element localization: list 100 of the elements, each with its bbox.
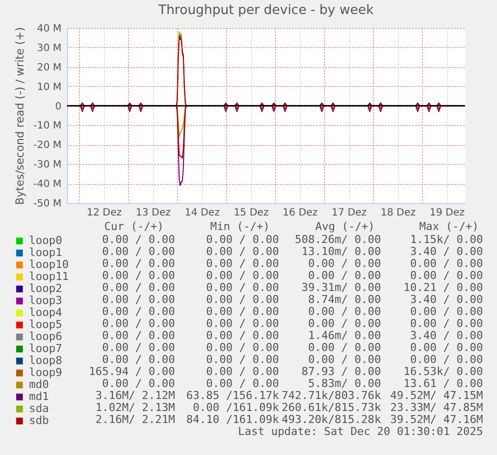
text: 39.31m/ 0.00 xyxy=(302,281,381,294)
chart-title: Throughput per device - by week xyxy=(157,3,374,18)
text: 2.16M/ 2.21M xyxy=(96,413,176,426)
x-tick-label: 19 Dez xyxy=(430,208,465,218)
text: 49.52M/ 47.15M xyxy=(390,389,484,402)
text: 16.53k/ 0.00 xyxy=(404,365,483,378)
text: 165.94 / 0.00 xyxy=(88,365,175,378)
text: 0.00 / 0.00 xyxy=(410,257,483,270)
legend-label: sda xyxy=(29,402,49,415)
text: 0.00 / 0.00 xyxy=(308,317,381,330)
text: 63.85 /156.17k xyxy=(186,389,280,402)
y-tick-label: 10 M xyxy=(36,82,62,93)
text: 0.00 / 0.00 xyxy=(206,281,279,294)
legend-label: loop10 xyxy=(29,258,69,271)
text: 87.93 / 0.00 xyxy=(302,365,381,378)
text: 0.00 / 0.00 xyxy=(102,377,175,390)
text: 1.46m/ 0.00 xyxy=(308,329,381,342)
y-tick-label: -40 M xyxy=(33,179,62,190)
text: 39.52M/ 47.16M xyxy=(390,413,484,426)
y-tick-label: -50 M xyxy=(33,198,62,210)
y-tick-label: 40 M xyxy=(36,24,62,34)
text: 0.00 / 0.00 xyxy=(102,281,175,294)
legend-label: loop5 xyxy=(29,318,62,331)
text: 5.83m/ 0.00 xyxy=(308,377,381,390)
text: 13.61 / 0.00 xyxy=(404,377,483,390)
x-tick-label: 12 Dez xyxy=(86,208,122,218)
y-tick-label: 0 xyxy=(55,101,62,112)
legend-label: md0 xyxy=(29,378,49,391)
text: 84.10 /161.09k xyxy=(186,413,280,426)
text: 0.00 / 0.00 xyxy=(206,353,279,366)
text: 1.15k/ 0.00 xyxy=(410,233,483,246)
text: 0.00 / 0.00 xyxy=(308,269,381,282)
text: 3.40 / 0.00 xyxy=(410,329,483,342)
text: 0.00 / 0.00 xyxy=(308,305,381,318)
text: 0.00 / 0.00 xyxy=(206,341,279,354)
text: 0.00 / 0.00 xyxy=(410,353,483,366)
text: 0.00 / 0.00 xyxy=(206,329,279,342)
text: 10.21 / 0.00 xyxy=(404,281,483,294)
legend-label: loop8 xyxy=(29,354,62,367)
text: 0.00 / 0.00 xyxy=(206,233,279,246)
text: 0.00 / 0.00 xyxy=(206,305,279,318)
text: 0.00 / 0.00 xyxy=(206,257,279,270)
legend-label: loop2 xyxy=(29,282,62,295)
x-tick-label: 17 Dez xyxy=(332,208,367,218)
text: 3.40 / 0.00 xyxy=(410,245,483,258)
legend-label: md1 xyxy=(29,390,49,403)
text: 0.00 / 0.00 xyxy=(410,317,483,330)
text: 0.00 / 0.00 xyxy=(410,269,483,282)
text: 742.71k/803.76k xyxy=(282,389,382,402)
legend-label: loop9 xyxy=(29,366,62,379)
text: 0.00 / 0.00 xyxy=(102,245,175,258)
text: 0.00 / 0.00 xyxy=(206,269,279,282)
text: 23.33M/ 47.85M xyxy=(390,401,484,414)
text: 0.00 / 0.00 xyxy=(102,257,175,270)
legend-label: loop1 xyxy=(29,246,62,259)
text: 0.00 / 0.00 xyxy=(102,305,175,318)
x-tick-label: 15 Dez xyxy=(234,208,269,218)
text: 0.00 / 0.00 xyxy=(102,353,175,366)
text: 13.10m/ 0.00 xyxy=(302,245,381,258)
text: 8.74m/ 0.00 xyxy=(308,293,381,306)
text: 0.00 / 0.00 xyxy=(102,293,175,306)
x-tick-label: 16 Dez xyxy=(282,208,318,218)
text: 0.00 / 0.00 xyxy=(102,269,175,282)
y-tick-label: -30 M xyxy=(33,160,62,171)
text: 0.00 / 0.00 xyxy=(308,341,381,354)
y-tick-label: 20 M xyxy=(36,62,62,74)
text: 0.00 / 0.00 xyxy=(102,233,175,246)
legend-label: loop4 xyxy=(29,306,62,319)
text: 508.26m/ 0.00 xyxy=(294,233,381,246)
legend-label: sdb xyxy=(29,414,49,427)
text: 0.00 / 0.00 xyxy=(102,341,175,354)
text: 0.00 / 0.00 xyxy=(308,257,381,270)
text: 0.00 / 0.00 xyxy=(206,293,279,306)
text: Min (-/+) xyxy=(210,220,270,233)
text: Max (-/+) xyxy=(419,220,479,233)
text: 0.00 / 0.00 xyxy=(102,317,175,330)
text: Last update: Sat Dec 20 01:30:01 2025 xyxy=(238,425,483,438)
text: 3.40 / 0.00 xyxy=(410,293,483,306)
legend-label: loop7 xyxy=(29,342,62,355)
text: 0.00 / 0.00 xyxy=(102,329,175,342)
x-tick-label: 14 Dez xyxy=(184,208,220,218)
text: Cur (-/+) xyxy=(104,220,164,233)
text: 0.00 / 0.00 xyxy=(206,317,279,330)
x-tick-label: 18 Dez xyxy=(380,208,416,218)
text: 493.20k/815.28k xyxy=(282,413,382,426)
legend-label: loop0 xyxy=(29,234,62,247)
text: 1.02M/ 2.13M xyxy=(96,401,176,414)
y-tick-label: 30 M xyxy=(36,42,62,54)
text: 0.00 / 0.00 xyxy=(206,377,279,390)
text: 0.00 / 0.00 xyxy=(410,341,483,354)
x-tick-label: 13 Dez xyxy=(136,208,171,218)
text: 0.00 / 0.00 xyxy=(206,245,279,258)
text: 0.00 / 0.00 xyxy=(308,353,381,366)
y-tick-label: -20 M xyxy=(33,140,62,152)
text: Avg (-/+) xyxy=(315,220,375,233)
text: 3.16M/ 2.12M xyxy=(96,389,176,402)
legend-label: loop6 xyxy=(29,330,62,343)
y-axis-title: Bytes/second read (-) / write (+) xyxy=(13,27,26,205)
y-tick-label: -10 M xyxy=(33,120,62,132)
text: 0.00 /161.09k xyxy=(192,401,280,414)
